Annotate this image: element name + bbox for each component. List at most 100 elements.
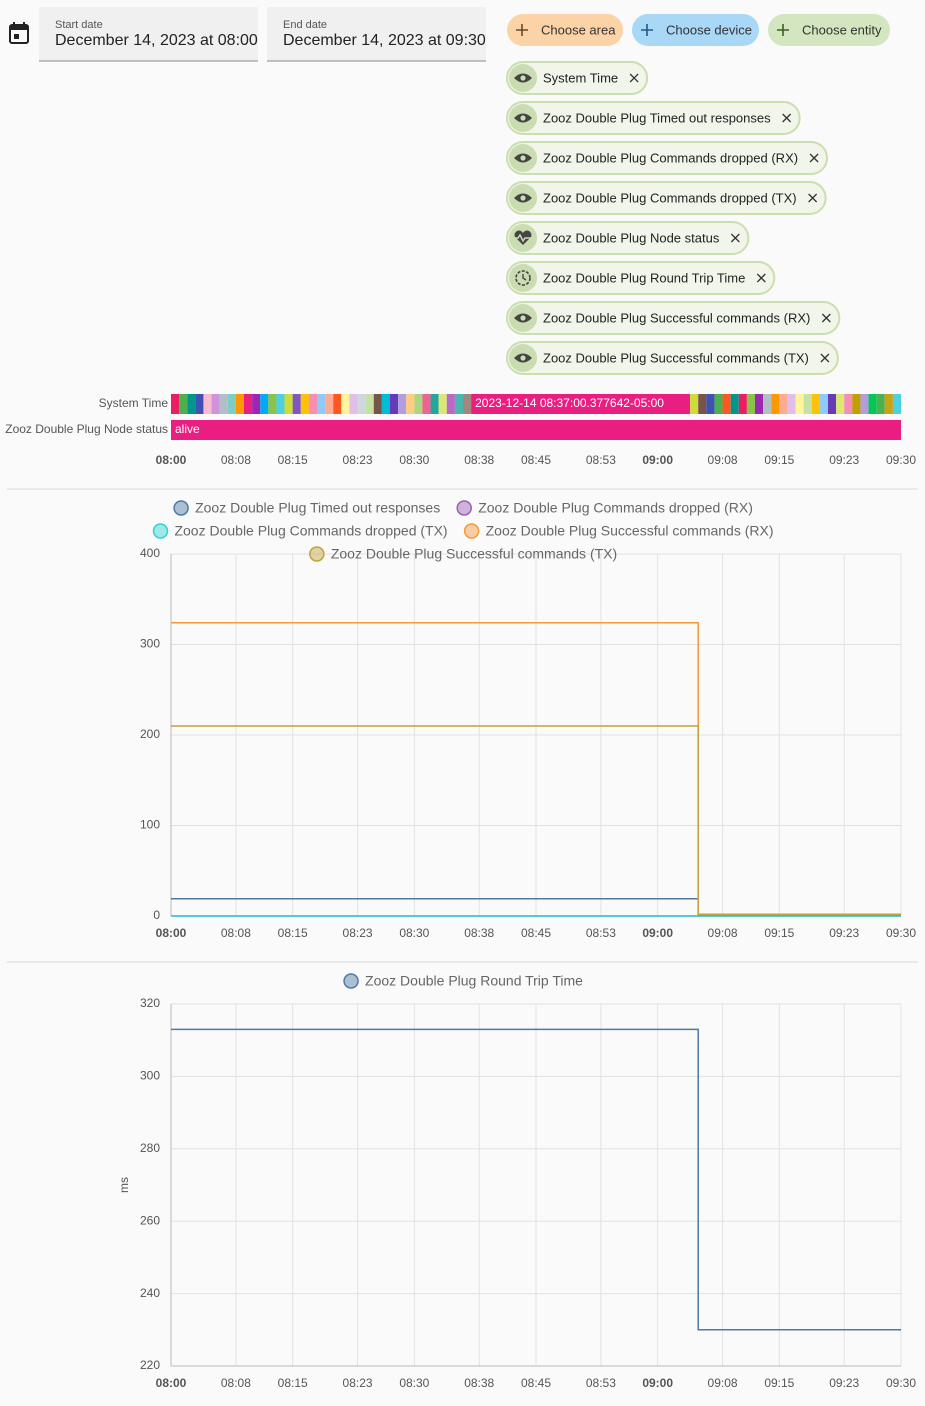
timeline-state	[876, 394, 885, 414]
button-label: Choose entity	[802, 22, 882, 37]
timeline-state	[227, 394, 236, 414]
chip-bg[interactable]	[506, 181, 827, 215]
timeline-state	[211, 394, 220, 414]
legend-label: Zooz Double Plug Successful commands (RX…	[486, 523, 774, 539]
legend-item[interactable]: Zooz Double Plug Successful commands (RX…	[463, 523, 774, 539]
timeline-state	[454, 394, 463, 414]
legend-item[interactable]: Zooz Double Plug Successful commands (TX…	[309, 546, 617, 562]
x-tick-label: 09:23	[829, 926, 859, 940]
y-tick-label: 260	[140, 1213, 160, 1227]
x-tick-label: 08:38	[464, 453, 494, 467]
legend-item[interactable]: Zooz Double Plug Round Trip Time	[343, 973, 583, 989]
y-tick-label: 400	[140, 546, 160, 560]
chip-remove[interactable]	[820, 353, 830, 363]
date-label: Start date	[55, 19, 103, 31]
y-tick-label: 300	[140, 1069, 160, 1083]
timeline-state	[722, 394, 731, 414]
timeline-state	[333, 394, 342, 414]
y-tick-label: 200	[140, 727, 160, 741]
timeline-state	[852, 394, 861, 414]
x-tick-label: 09:23	[829, 1376, 859, 1390]
legend-label: Zooz Double Plug Commands dropped (TX)	[174, 523, 447, 539]
timeline-state	[819, 394, 828, 414]
legend-item[interactable]: Zooz Double Plug Commands dropped (TX)	[152, 523, 448, 539]
chip-bg[interactable]	[506, 221, 750, 255]
timeline-state-label: alive	[175, 422, 200, 436]
chip-bg[interactable]	[506, 61, 649, 95]
x-tick-label: 09:15	[764, 1376, 794, 1390]
chip-bg[interactable]	[506, 341, 839, 375]
legend-label: Zooz Double Plug Timed out responses	[195, 500, 440, 516]
eye-pupil	[520, 115, 526, 121]
entity-chip[interactable]: Zooz Double Plug Round Trip Time	[506, 261, 776, 295]
entity-chip[interactable]: Zooz Double Plug Commands dropped (RX)	[506, 141, 829, 175]
chip-bg[interactable]	[506, 301, 841, 335]
chip-label: System Time	[543, 70, 618, 85]
chip-remove[interactable]	[629, 73, 639, 83]
calendar-icon	[9, 22, 29, 44]
chip-label: Zooz Double Plug Commands dropped (RX)	[543, 150, 798, 165]
y-tick-label: 240	[140, 1286, 160, 1300]
x-tick-label: 09:00	[642, 1376, 673, 1390]
x-tick-label: 09:23	[829, 453, 859, 467]
timeline-state	[884, 394, 893, 414]
entity-chip[interactable]: System Time	[506, 61, 649, 95]
target-button[interactable]: Choose entity	[768, 14, 890, 46]
chip-remove[interactable]	[756, 273, 766, 283]
series-line	[171, 725, 901, 915]
eye-pupil	[520, 75, 526, 81]
button-label: Choose area	[541, 22, 616, 37]
timeline-state	[803, 394, 812, 414]
chip-bg[interactable]	[506, 261, 776, 295]
chip-remove[interactable]	[808, 193, 818, 203]
entity-chip[interactable]: Zooz Double Plug Successful commands (TX…	[506, 341, 839, 375]
entity-chip[interactable]: Zooz Double Plug Successful commands (RX…	[506, 301, 841, 335]
button-bg[interactable]	[632, 14, 759, 46]
timeline-state	[860, 394, 869, 414]
timeline-state	[292, 394, 301, 414]
legend-item[interactable]: Zooz Double Plug Commands dropped (RX)	[456, 500, 753, 516]
plus-icon	[516, 24, 528, 36]
y-tick-label: 0	[153, 908, 160, 922]
entity-chip[interactable]: Zooz Double Plug Timed out responses	[506, 101, 801, 135]
entity-chip[interactable]: Zooz Double Plug Node status	[506, 221, 750, 255]
timeline-state	[300, 394, 309, 414]
target-button[interactable]: Choose device	[632, 14, 759, 46]
eye-pupil	[520, 195, 526, 201]
clock-icon	[515, 270, 531, 286]
button-bg[interactable]	[768, 14, 890, 46]
timeline-state	[317, 394, 326, 414]
chip-bg[interactable]	[506, 141, 829, 175]
x-tick-label: 08:00	[156, 926, 187, 940]
x-tick-label: 09:08	[708, 453, 738, 467]
timeline-state	[828, 394, 837, 414]
timeline-state	[171, 420, 901, 440]
date-field[interactable]	[267, 7, 486, 61]
timeline-state	[430, 394, 439, 414]
chip-remove[interactable]	[782, 113, 792, 123]
chip-remove[interactable]	[809, 153, 819, 163]
timeline-state	[771, 394, 780, 414]
end-date-picker[interactable]: End date December 14, 2023 at 09:30	[267, 7, 486, 62]
chip-bg[interactable]	[506, 101, 801, 135]
chip-remove[interactable]	[730, 233, 740, 243]
timeline-state	[357, 394, 366, 414]
timeline-state	[406, 394, 415, 414]
date-label: End date	[283, 19, 327, 31]
start-date-picker[interactable]: Start date December 14, 2023 at 08:00	[39, 7, 258, 62]
entity-chip[interactable]: Zooz Double Plug Commands dropped (TX)	[506, 181, 827, 215]
legend-item[interactable]: Zooz Double Plug Timed out responses	[173, 500, 440, 516]
legend-swatch	[152, 523, 169, 539]
legend-swatch	[343, 973, 359, 989]
date-field[interactable]	[39, 7, 258, 61]
button-bg[interactable]	[507, 14, 623, 46]
eye-pupil	[520, 155, 526, 161]
timeline-state	[244, 394, 253, 414]
chip-label: Zooz Double Plug Commands dropped (TX)	[543, 190, 797, 205]
target-button[interactable]: Choose area	[507, 14, 623, 46]
timeline-state	[730, 394, 739, 414]
chip-label: Zooz Double Plug Timed out responses	[543, 110, 771, 125]
timeline-state	[268, 394, 277, 414]
chip-remove[interactable]	[821, 313, 831, 323]
x-tick-label: 09:08	[708, 926, 738, 940]
